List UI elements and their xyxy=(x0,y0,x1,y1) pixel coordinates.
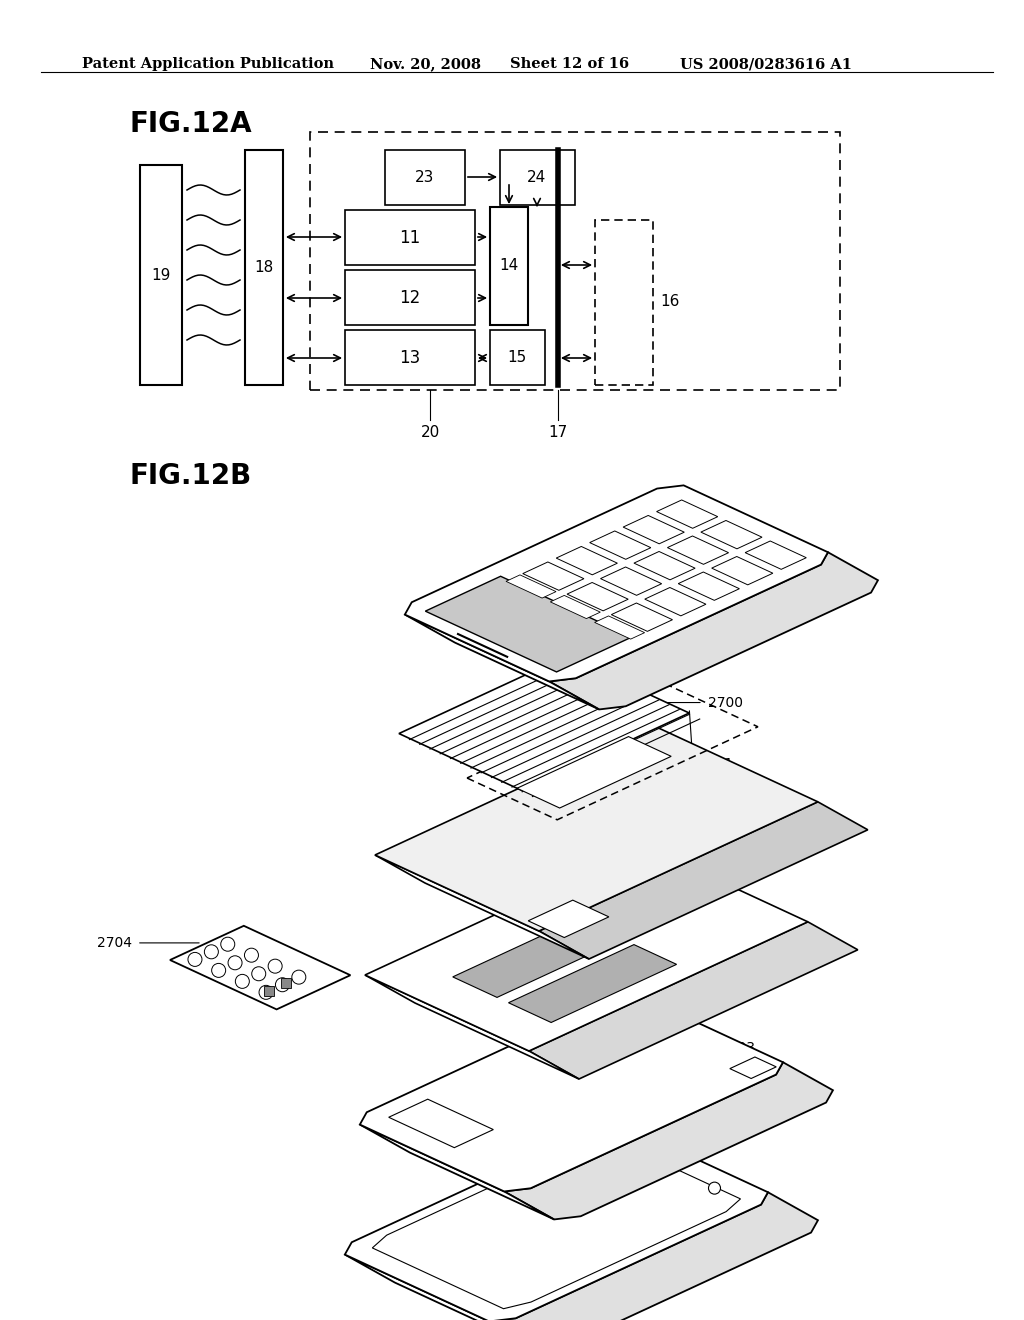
Text: 2706: 2706 xyxy=(738,1232,773,1245)
Polygon shape xyxy=(509,945,677,1023)
Text: FIG.12A: FIG.12A xyxy=(130,110,253,139)
Polygon shape xyxy=(345,1126,768,1320)
Bar xyxy=(140,165,182,385)
Text: 2700: 2700 xyxy=(708,696,743,710)
Text: Nov. 20, 2008: Nov. 20, 2008 xyxy=(370,57,481,71)
Text: 2702: 2702 xyxy=(688,936,723,949)
Bar xyxy=(245,150,283,385)
Polygon shape xyxy=(595,616,645,639)
Text: 17: 17 xyxy=(549,425,567,440)
Circle shape xyxy=(259,985,273,999)
Bar xyxy=(310,132,840,389)
Text: 24: 24 xyxy=(527,170,547,186)
Bar xyxy=(345,210,475,265)
Circle shape xyxy=(709,1183,721,1195)
Polygon shape xyxy=(489,1192,818,1320)
Text: 11: 11 xyxy=(399,228,421,247)
Circle shape xyxy=(188,953,202,966)
Polygon shape xyxy=(634,552,695,579)
Text: 16: 16 xyxy=(660,294,679,309)
Bar xyxy=(490,330,545,385)
Bar xyxy=(500,150,575,205)
Text: 2703: 2703 xyxy=(720,1041,755,1055)
Circle shape xyxy=(292,970,306,985)
Polygon shape xyxy=(523,562,584,590)
Polygon shape xyxy=(550,595,600,619)
Polygon shape xyxy=(600,568,662,595)
Polygon shape xyxy=(590,531,651,560)
Polygon shape xyxy=(700,520,762,549)
Circle shape xyxy=(275,978,290,991)
Text: 12: 12 xyxy=(399,289,421,308)
Polygon shape xyxy=(611,603,673,631)
Circle shape xyxy=(627,1144,639,1156)
Polygon shape xyxy=(549,552,878,709)
Polygon shape xyxy=(730,1057,776,1078)
Text: FIG.12B: FIG.12B xyxy=(130,462,252,490)
Polygon shape xyxy=(645,587,706,616)
Polygon shape xyxy=(359,1125,554,1220)
Polygon shape xyxy=(504,1063,833,1220)
Circle shape xyxy=(221,937,234,952)
Polygon shape xyxy=(399,656,689,791)
Polygon shape xyxy=(453,919,623,998)
Polygon shape xyxy=(528,900,609,937)
Text: 2708: 2708 xyxy=(698,784,733,799)
Polygon shape xyxy=(656,500,718,528)
Polygon shape xyxy=(170,925,350,1010)
Polygon shape xyxy=(345,1254,540,1320)
Bar xyxy=(345,330,475,385)
Polygon shape xyxy=(529,921,858,1078)
Text: 14: 14 xyxy=(500,259,518,273)
Circle shape xyxy=(236,974,249,989)
Polygon shape xyxy=(517,737,671,808)
Polygon shape xyxy=(668,536,729,565)
Polygon shape xyxy=(745,541,806,569)
Polygon shape xyxy=(425,577,632,672)
Text: 2704: 2704 xyxy=(97,936,132,950)
Bar xyxy=(595,220,653,385)
Polygon shape xyxy=(556,546,617,574)
Polygon shape xyxy=(624,515,684,544)
Text: Sheet 12 of 16: Sheet 12 of 16 xyxy=(510,57,629,71)
Text: 2705: 2705 xyxy=(553,1173,588,1188)
Bar xyxy=(264,986,274,995)
Polygon shape xyxy=(359,995,783,1192)
Polygon shape xyxy=(712,557,773,585)
Polygon shape xyxy=(389,1100,494,1147)
Polygon shape xyxy=(506,576,556,598)
Polygon shape xyxy=(567,582,628,611)
Polygon shape xyxy=(404,615,599,709)
Text: 2709: 2709 xyxy=(615,659,650,673)
Text: 18: 18 xyxy=(254,260,273,275)
Bar xyxy=(345,271,475,325)
Polygon shape xyxy=(365,846,808,1051)
Circle shape xyxy=(245,948,258,962)
Text: US 2008/0283616 A1: US 2008/0283616 A1 xyxy=(680,57,852,71)
Polygon shape xyxy=(375,726,818,931)
Polygon shape xyxy=(404,486,828,681)
Bar xyxy=(281,978,291,989)
Text: 19: 19 xyxy=(152,268,171,282)
Text: 15: 15 xyxy=(507,351,526,366)
Circle shape xyxy=(212,964,225,977)
Circle shape xyxy=(205,945,218,958)
Polygon shape xyxy=(678,572,739,601)
Text: 23: 23 xyxy=(416,170,434,186)
Polygon shape xyxy=(375,855,589,960)
Text: 13: 13 xyxy=(399,348,421,367)
Polygon shape xyxy=(539,801,867,960)
Circle shape xyxy=(228,956,242,970)
Polygon shape xyxy=(365,975,579,1078)
Text: 9210: 9210 xyxy=(720,968,755,981)
Text: 20: 20 xyxy=(421,425,439,440)
Circle shape xyxy=(268,960,283,973)
Circle shape xyxy=(252,966,266,981)
Bar xyxy=(385,150,465,205)
Bar xyxy=(490,207,528,325)
Text: 2701: 2701 xyxy=(698,756,733,771)
Text: Patent Application Publication: Patent Application Publication xyxy=(82,57,334,71)
